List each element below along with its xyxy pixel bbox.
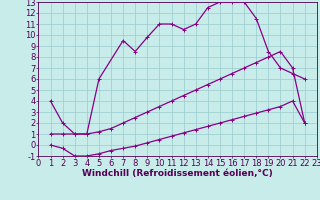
X-axis label: Windchill (Refroidissement éolien,°C): Windchill (Refroidissement éolien,°C) (82, 169, 273, 178)
